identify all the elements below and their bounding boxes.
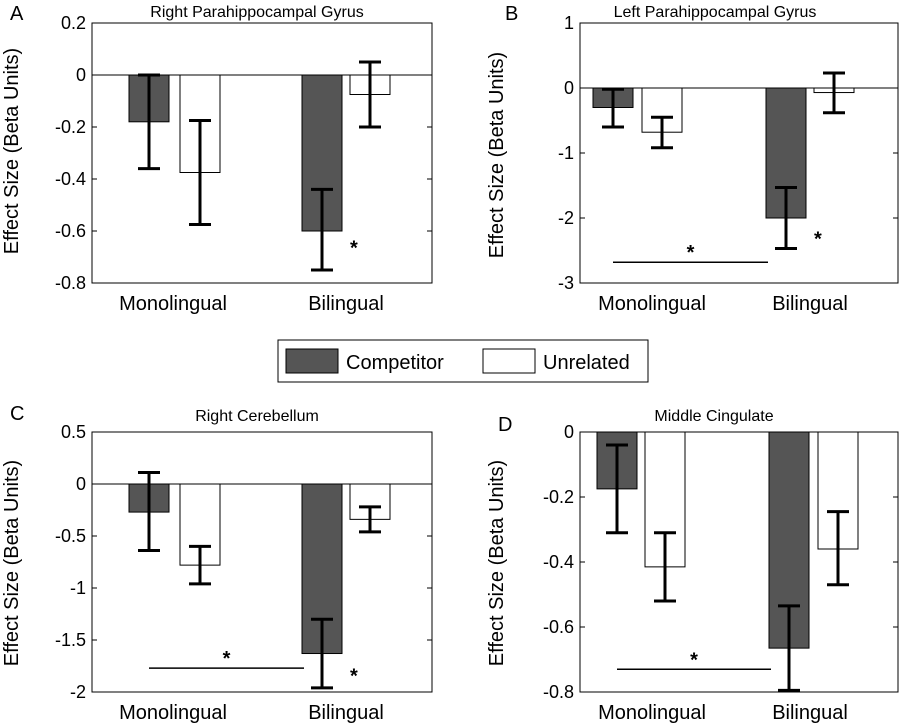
- panel-a-ytick-label: -0.2: [55, 117, 86, 137]
- panel-a-letter: A: [10, 3, 24, 25]
- panel-b-significance-marker: *: [814, 229, 822, 251]
- panel-c-title: Right Cerebellum: [195, 408, 319, 425]
- panel-c-axes-frame: [91, 431, 433, 693]
- legend-box: [277, 339, 649, 383]
- panel-b-title: Left Parahippocampal Gyrus: [614, 4, 817, 21]
- panel-d-plot: 0 -0.2 -0.4 -0.6 -0.8 Monolingual Bilingual *: [543, 422, 899, 723]
- panel-c-significance-marker: *: [350, 665, 358, 687]
- panel-d-ytick-label: -0.4: [543, 552, 574, 572]
- panel-c-category-label: Bilingual: [308, 702, 384, 723]
- panel-d-category-label: Monolingual: [598, 702, 706, 723]
- panel-d-ytick-label: -0.8: [543, 682, 574, 702]
- panel-d-ytick-label: 0: [564, 422, 574, 442]
- panel-c-ytick-label: 0: [76, 474, 86, 494]
- panel-d-comparison-marker: *: [690, 649, 698, 671]
- panel-c-ytick-label: -2: [70, 682, 86, 702]
- panel-b-ytick-label: -2: [558, 208, 574, 228]
- panel-c-comparison-marker: *: [223, 648, 231, 670]
- panel-a-ytick-label: -0.8: [55, 273, 86, 293]
- panel-a-title: Right Parahippocampal Gyrus: [150, 4, 363, 21]
- panel-a: A Right Parahippocampal Gyrus Effect Siz…: [1, 3, 433, 315]
- panel-a-ytick-label: 0: [76, 65, 86, 85]
- panel-b-ytick-label: 0: [564, 78, 574, 98]
- panel-b: B Left Parahippocampal Gyrus Effect Size…: [486, 3, 899, 315]
- panel-b-ytick-label: 1: [564, 13, 574, 33]
- panel-c-ytick-label: -1: [70, 578, 86, 598]
- panel-b-axes-frame: [579, 22, 899, 284]
- panel-b-category-label: Bilingual: [772, 293, 848, 315]
- panel-a-ytick-label: 0.2: [61, 13, 86, 33]
- legend-swatch-competitor: [285, 348, 339, 374]
- panel-a-significance-marker: *: [350, 238, 358, 260]
- panel-d-ylabel: Effect Size (Beta Units): [486, 460, 508, 666]
- legend-label-unrelated: Unrelated: [543, 352, 630, 374]
- legend-swatch-unrelated: [482, 348, 536, 374]
- panel-b-ylabel: Effect Size (Beta Units): [486, 52, 508, 258]
- panel-a-category-label: Bilingual: [308, 293, 384, 315]
- panel-a-category-label: Monolingual: [119, 293, 227, 315]
- panel-d-letter: D: [498, 414, 512, 436]
- panel-b-letter: B: [505, 3, 518, 25]
- panel-d-category-label: Bilingual: [772, 702, 848, 723]
- panel-a-ylabel: Effect Size (Beta Units): [1, 48, 23, 254]
- legend-label-competitor: Competitor: [346, 352, 444, 374]
- panel-b-plot: 1 0 -1 -2 -3 Monolingual Bilingual * *: [558, 13, 899, 315]
- panel-a-axes-frame: [91, 22, 433, 284]
- panel-b-ytick-label: -3: [558, 273, 574, 293]
- panel-d-title: Middle Cingulate: [654, 408, 773, 425]
- panel-c-category-label: Monolingual: [119, 702, 227, 723]
- panel-b-category-label: Monolingual: [598, 293, 706, 315]
- panel-a-ytick-label: -0.4: [55, 169, 86, 189]
- panel-a-ytick-label: -0.6: [55, 221, 86, 241]
- panel-d-ytick-label: -0.6: [543, 617, 574, 637]
- panel-c-plot: 0.5 0 -0.5 -1 -1.5 -2 Monolingual Bilingual * *: [55, 422, 433, 723]
- panel-d-ytick-label: -0.2: [543, 487, 574, 507]
- panel-c-ytick-label: -1.5: [55, 630, 86, 650]
- panel-a-plot: 0.2 0 -0.2 -0.4 -0.6 -0.8 Monolingual Bilingual…: [55, 13, 433, 315]
- panel-b-ytick-label: -1: [558, 143, 574, 163]
- panel-c-letter: C: [10, 403, 24, 425]
- panel-d: D Middle Cingulate Effect Size (Beta Uni…: [486, 408, 899, 723]
- panel-b-comparison-marker: *: [687, 242, 695, 264]
- panel-c: C Right Cerebellum Effect Size (Beta Uni…: [1, 403, 433, 723]
- panel-c-ytick-label: 0.5: [61, 422, 86, 442]
- panel-c-ytick-label: -0.5: [55, 526, 86, 546]
- panel-c-ylabel: Effect Size (Beta Units): [1, 460, 23, 666]
- legend: Competitor Unrelated: [277, 339, 649, 383]
